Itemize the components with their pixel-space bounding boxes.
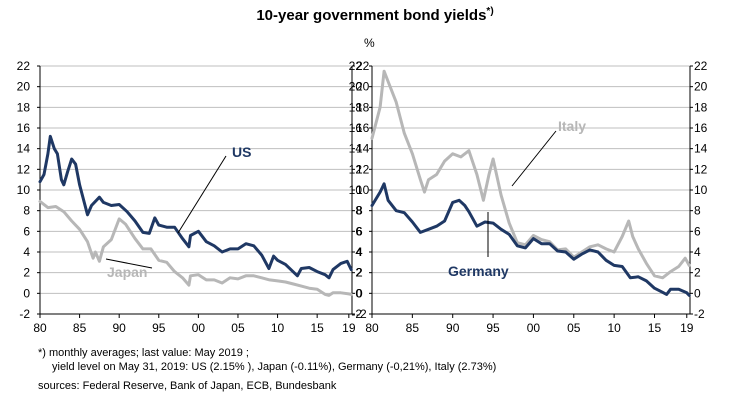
- x-tick-label: 90: [446, 321, 460, 335]
- y-tick-label-left: 2: [355, 266, 362, 280]
- y-tick-label-right: 0: [694, 286, 701, 300]
- y-tick-label-right: 8: [694, 204, 701, 218]
- y-tick-label-left: 0: [355, 286, 362, 300]
- y-tick-label-left: 4: [23, 245, 30, 259]
- y-tick-label-right: 14: [694, 142, 708, 156]
- footnote-line-1: *) monthly averages; last value: May 201…: [38, 346, 249, 360]
- x-tick-label: 85: [73, 321, 87, 335]
- y-tick-label-left: -2: [19, 307, 30, 321]
- annotations: US Japan Italy Germany: [106, 118, 586, 280]
- x-tick-label: 95: [486, 321, 500, 335]
- x-tick-label: 19: [680, 321, 694, 335]
- y-tick-label-right: 22: [694, 59, 708, 73]
- x-tick-label: 05: [567, 321, 581, 335]
- y-tick-label-left: 0: [23, 286, 30, 300]
- y-tick-label-right: 6: [694, 224, 701, 238]
- x-tick-label: 15: [310, 321, 324, 335]
- x-tick-label: 95: [152, 321, 166, 335]
- y-tick-label-left: 16: [17, 121, 31, 135]
- y-tick-label-right: 20: [694, 80, 708, 94]
- y-tick-label-left: 20: [349, 80, 363, 94]
- germany-label: Germany: [448, 263, 509, 279]
- x-tick-label: 00: [527, 321, 541, 335]
- y-tick-label-right: 2: [694, 266, 701, 280]
- y-tick-label-right: 16: [694, 121, 708, 135]
- charts-area: -2 -20 02 24 46 68 810 1012 1214 1416 1618 1820 2022…: [0, 0, 750, 403]
- y-tick-label-left: 10: [17, 183, 31, 197]
- y-tick-label-right: 4: [694, 245, 701, 259]
- japan-label: Japan: [107, 264, 147, 280]
- series-line-italy: [372, 71, 689, 278]
- y-tick-label-left: 4: [355, 245, 362, 259]
- y-tick-label-left: 16: [349, 121, 363, 135]
- series-line-us: [40, 136, 351, 277]
- x-tick-label: 90: [113, 321, 127, 335]
- y-tick-label-left: 6: [355, 224, 362, 238]
- y-tick-label-left: 18: [349, 100, 363, 114]
- y-tick-label-left: 12: [17, 162, 31, 176]
- us-leader-line: [178, 156, 226, 233]
- y-tick-label-left: 14: [17, 142, 31, 156]
- y-tick-label-left: 14: [349, 142, 363, 156]
- x-tick-label: 10: [271, 321, 285, 335]
- x-tick-label: 00: [192, 321, 206, 335]
- y-tick-label-right: 10: [694, 183, 708, 197]
- series-line-germany: [372, 184, 689, 296]
- italy-label: Italy: [558, 118, 586, 134]
- y-tick-label-left: 10: [349, 183, 363, 197]
- y-tick-label-left: 6: [23, 224, 30, 238]
- y-tick-label-left: 22: [349, 59, 363, 73]
- y-tick-label-right: 12: [694, 162, 708, 176]
- y-tick-label-left: 8: [355, 204, 362, 218]
- x-tick-label: 80: [33, 321, 47, 335]
- y-tick-label-left: 18: [17, 100, 31, 114]
- y-tick-label-left: 12: [349, 162, 363, 176]
- x-tick-label: 19: [342, 321, 356, 335]
- y-tick-label-left: -2: [351, 307, 362, 321]
- x-tick-label: 15: [648, 321, 662, 335]
- y-tick-label-right: -2: [694, 307, 705, 321]
- x-tick-label: 80: [365, 321, 379, 335]
- y-tick-label-left: 20: [17, 80, 31, 94]
- y-tick-label-right: 18: [694, 100, 708, 114]
- us-label: US: [232, 144, 251, 160]
- x-tick-label: 10: [607, 321, 621, 335]
- y-tick-label-left: 8: [23, 204, 30, 218]
- x-tick-label: 05: [231, 321, 245, 335]
- page: 10-year government bond yields*) % -2 -2 0…: [0, 0, 750, 403]
- y-tick-label-left: 22: [17, 59, 31, 73]
- italy-leader-line: [512, 131, 556, 186]
- sources: sources: Federal Reserve, Bank of Japan,…: [38, 380, 336, 392]
- x-tick-label: 85: [406, 321, 420, 335]
- footnote-line-2: yield level on May 31, 2019: US (2.15% )…: [52, 360, 496, 374]
- y-tick-label-left: 2: [23, 266, 30, 280]
